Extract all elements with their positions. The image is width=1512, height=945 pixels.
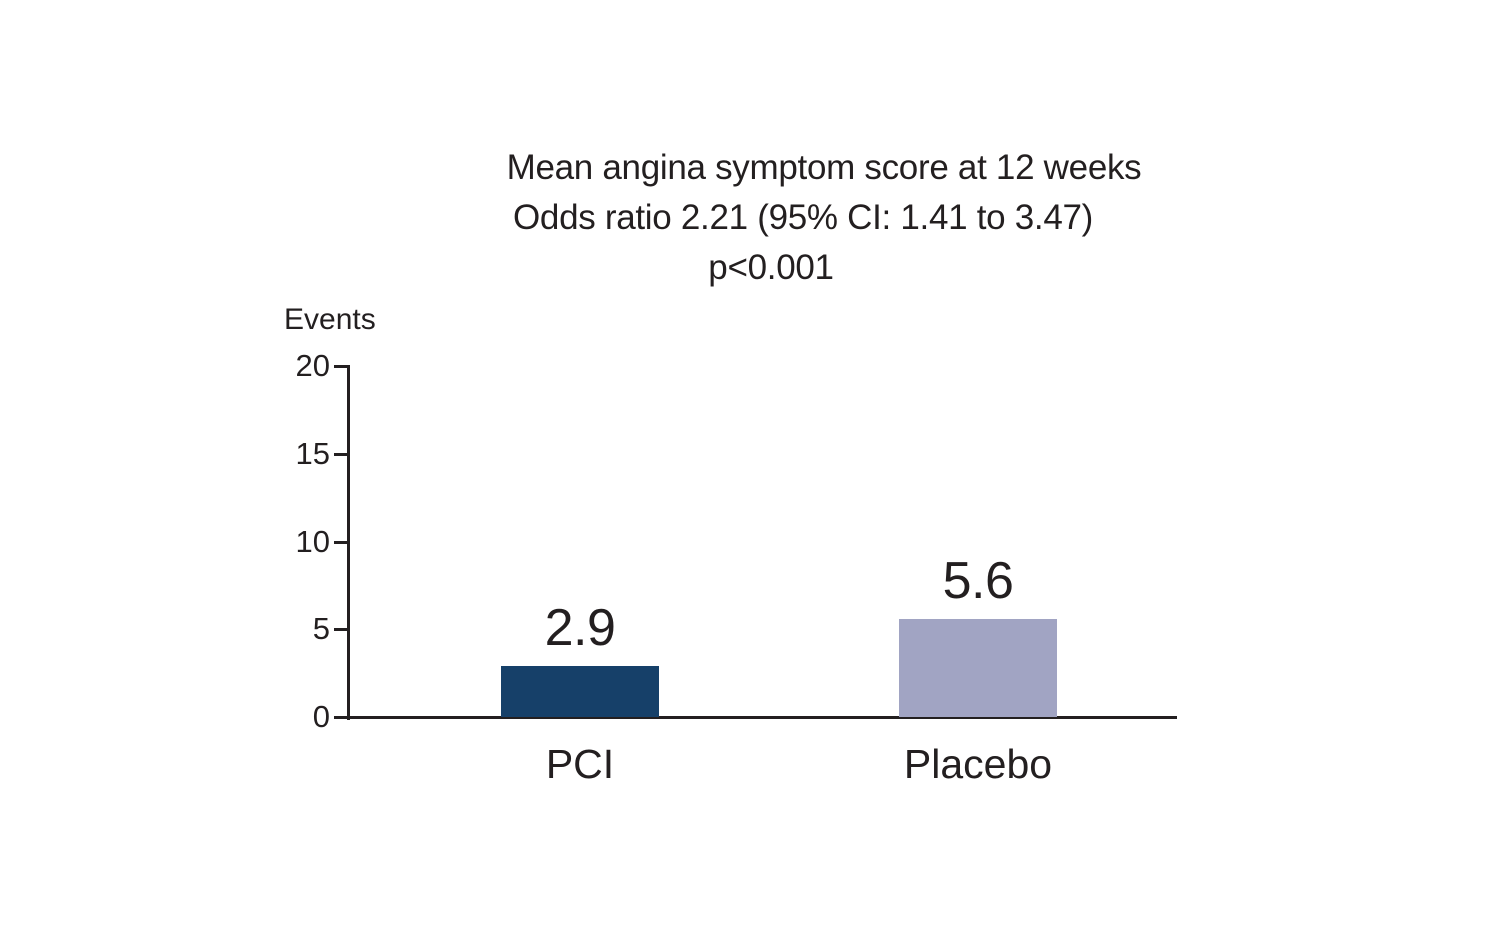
bar-value-label: 2.9 bbox=[544, 599, 616, 658]
y-tick-mark bbox=[334, 452, 349, 456]
x-category-label: Placebo bbox=[903, 741, 1053, 787]
y-tick-mark bbox=[334, 716, 349, 719]
y-tick-mark bbox=[334, 628, 349, 632]
x-category-label: PCI bbox=[545, 741, 615, 787]
bar-value-label: 5.6 bbox=[942, 551, 1014, 610]
y-tick-label: 0 bbox=[312, 699, 330, 734]
chart-p-value: p<0.001 bbox=[708, 248, 834, 287]
x-axis-line bbox=[334, 716, 1177, 719]
y-tick-label: 5 bbox=[312, 611, 330, 647]
bar-placebo bbox=[899, 618, 1057, 717]
chart-subtitle-odds-ratio: Odds ratio 2.21 (95% CI: 1.41 to 3.47) bbox=[512, 198, 1094, 237]
y-tick-label: 15 bbox=[295, 435, 330, 471]
y-tick-label: 10 bbox=[295, 523, 330, 559]
y-axis-title: Events bbox=[284, 303, 376, 336]
chart-title: Mean angina symptom score at 12 weeks bbox=[506, 148, 1142, 187]
y-tick-mark bbox=[334, 540, 349, 544]
y-tick-mark bbox=[334, 365, 349, 368]
bar-pci bbox=[501, 666, 659, 717]
y-tick-label: 20 bbox=[295, 348, 330, 383]
